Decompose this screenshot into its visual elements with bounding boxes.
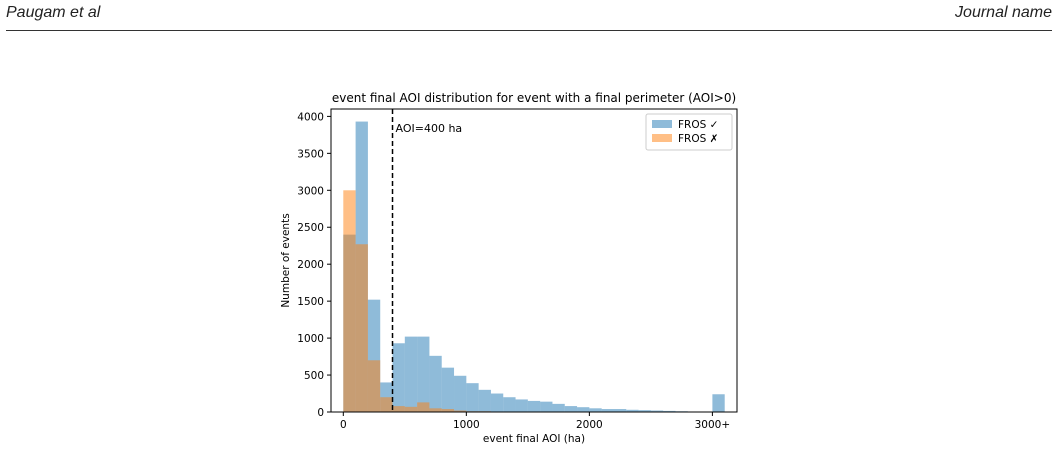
bar-series-2-bin-3	[380, 397, 393, 412]
bar-series-1-bin-10	[466, 383, 479, 412]
x-tick-label: 3000+	[695, 419, 731, 431]
y-tick-label: 3500	[297, 148, 324, 160]
bar-series-1-bin-30	[712, 394, 725, 412]
bar-series-1-bin-5	[404, 336, 418, 412]
bar-series-1-bin-16	[540, 401, 553, 412]
bar-series-2-bin-8	[441, 409, 455, 412]
bar-series-1-bin-21	[601, 409, 614, 412]
legend-swatch	[652, 134, 672, 142]
bar-series-1-bin-6	[417, 336, 430, 412]
running-header-author: Paugam et al	[6, 4, 101, 21]
bar-series-1-bin-4	[392, 343, 405, 412]
y-tick-label: 0	[317, 407, 324, 419]
legend-swatch	[652, 120, 672, 128]
bar-series-1-bin-23	[626, 409, 639, 412]
x-axis-label: event final AOI (ha)	[483, 433, 585, 445]
bar-series-2-bin-6	[417, 402, 430, 412]
bar-series-1-bin-11	[478, 389, 491, 412]
bar-series-2-bin-5	[404, 406, 418, 412]
legend-label: FROS ✓	[678, 119, 718, 131]
y-tick-label: 2000	[297, 259, 324, 271]
y-tick-label: 500	[304, 370, 324, 382]
bar-series-1-bin-19	[577, 407, 590, 412]
legend-label: FROS ✗	[678, 133, 718, 145]
header-rule	[6, 30, 1052, 31]
bar-series-2-bin-9	[454, 410, 467, 412]
bar-series-1-bin-9	[454, 375, 467, 412]
bar-series-1-bin-26	[663, 410, 676, 412]
bar-series-1-bin-18	[564, 406, 578, 412]
bar-series-1-bin-12	[490, 393, 504, 412]
bar-series-1-bin-22	[613, 409, 627, 412]
bar-series-1-bin-14	[515, 399, 528, 412]
bar-series-1-bin-17	[552, 403, 565, 412]
bar-series-2-bin-1	[355, 244, 368, 412]
bar-series-1-bin-24	[638, 410, 651, 412]
y-tick-label: 4000	[297, 111, 324, 123]
annotation-label: AOI=400 ha	[396, 122, 463, 135]
bar-series-1-bin-13	[503, 397, 516, 412]
plot-frame	[330, 108, 738, 413]
x-tick-label: 2000	[576, 419, 603, 431]
y-tick-label: 2500	[297, 222, 324, 234]
bar-series-1-bin-20	[589, 408, 602, 412]
bar-series-1-bin-25	[650, 410, 664, 412]
bar-series-1-bin-15	[527, 400, 541, 412]
bar-series-2-bin-2	[367, 360, 381, 412]
bar-series-2-bin-7	[429, 408, 442, 412]
y-axis-label: Number of events	[280, 213, 292, 307]
bar-series-1-bin-8	[441, 367, 455, 412]
bar-series-2-bin-0	[343, 190, 356, 412]
x-tick-label: 1000	[453, 419, 480, 431]
bar-series-2-bin-4	[392, 406, 405, 412]
y-tick-label: 3000	[297, 185, 324, 197]
y-tick-label: 1000	[297, 333, 324, 345]
y-tick-label: 1500	[297, 296, 324, 308]
running-header-journal: Journal name	[955, 4, 1052, 21]
x-tick-label: 0	[340, 419, 347, 431]
bar-series-1-bin-7	[429, 355, 442, 412]
chart-title: event final AOI distribution for event w…	[332, 91, 736, 105]
